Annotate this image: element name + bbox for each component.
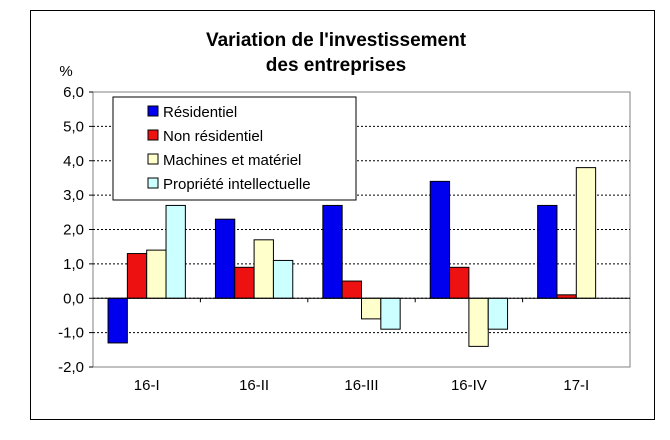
y-tick-label: 3,0 xyxy=(63,187,84,204)
bar-non-r-sidentiel-16-iv xyxy=(449,266,470,299)
bar-r-sidentiel-16-iv xyxy=(429,180,451,299)
bar-non-r-sidentiel-16-i xyxy=(126,253,148,299)
bar-propri-t-intellectuelle-16-ii xyxy=(272,259,294,299)
y-tick-label: 4,0 xyxy=(63,153,84,170)
bar-propri-t-intellectuelle-16-iii xyxy=(380,297,401,330)
y-tick-label: -1,0 xyxy=(58,325,84,342)
y-tick-label: 2,0 xyxy=(63,222,84,239)
bar-machines-et-mat-riel-17-i xyxy=(575,167,597,299)
legend-swatch-machines xyxy=(147,153,159,165)
y-tick-label: 0,0 xyxy=(63,290,84,307)
y-tick-label: -2,0 xyxy=(58,359,84,376)
bar-r-sidentiel-17-i xyxy=(537,204,558,299)
legend-swatch-residentiel xyxy=(147,105,159,117)
x-tick-label: 17-I xyxy=(563,377,589,394)
x-tick-label: 16-III xyxy=(344,377,378,394)
x-axis-tick-labels: 16-I 16-II 16-III 16-IV 17-I xyxy=(134,377,589,394)
bar-machines-et-mat-riel-16-ii xyxy=(253,239,274,299)
bars xyxy=(93,167,630,347)
legend: Résidentiel Non résidentiel Machines et … xyxy=(112,96,357,201)
bar-non-r-sidentiel-16-ii xyxy=(234,266,255,299)
y-axis-tick-labels: 6,0 5,0 4,0 3,0 2,0 1,0 0,0 -1,0 -2,0 xyxy=(58,84,84,376)
chart-title-line-1: Variation de l'investissement xyxy=(206,30,467,51)
bar-non-r-sidentiel-17-i xyxy=(556,294,577,299)
bar-non-r-sidentiel-16-iii xyxy=(341,280,362,299)
bar-propri-t-intellectuelle-16-iv xyxy=(487,297,509,330)
legend-label-propriete: Propriété intellectuelle xyxy=(163,176,311,193)
y-tick-label: 1,0 xyxy=(63,256,84,273)
legend-label-machines: Machines et matériel xyxy=(163,152,301,169)
bar-machines-et-mat-riel-16-iv xyxy=(468,297,489,347)
bar-r-sidentiel-16-i xyxy=(107,297,128,344)
legend-swatch-propriete xyxy=(147,177,159,189)
y-axis-unit-label: % xyxy=(59,63,72,80)
bar-r-sidentiel-16-ii xyxy=(214,218,236,299)
x-tick-label: 16-II xyxy=(239,377,269,394)
x-tick-label: 16-I xyxy=(134,377,160,394)
legend-label-non-residentiel: Non résidentiel xyxy=(163,128,263,145)
y-tick-label: 6,0 xyxy=(63,84,84,101)
bar-machines-et-mat-riel-16-iii xyxy=(361,297,382,320)
legend-swatch-non-residentiel xyxy=(147,129,159,141)
bar-r-sidentiel-16-iii xyxy=(322,204,343,299)
legend-label-residentiel: Résidentiel xyxy=(163,104,237,121)
bar-propri-t-intellectuelle-16-i xyxy=(165,204,186,299)
chart-title-line-2: des entreprises xyxy=(266,55,406,76)
bar-machines-et-mat-riel-16-i xyxy=(146,249,167,299)
y-tick-label: 5,0 xyxy=(63,118,84,135)
x-tick-label: 16-IV xyxy=(451,377,487,394)
